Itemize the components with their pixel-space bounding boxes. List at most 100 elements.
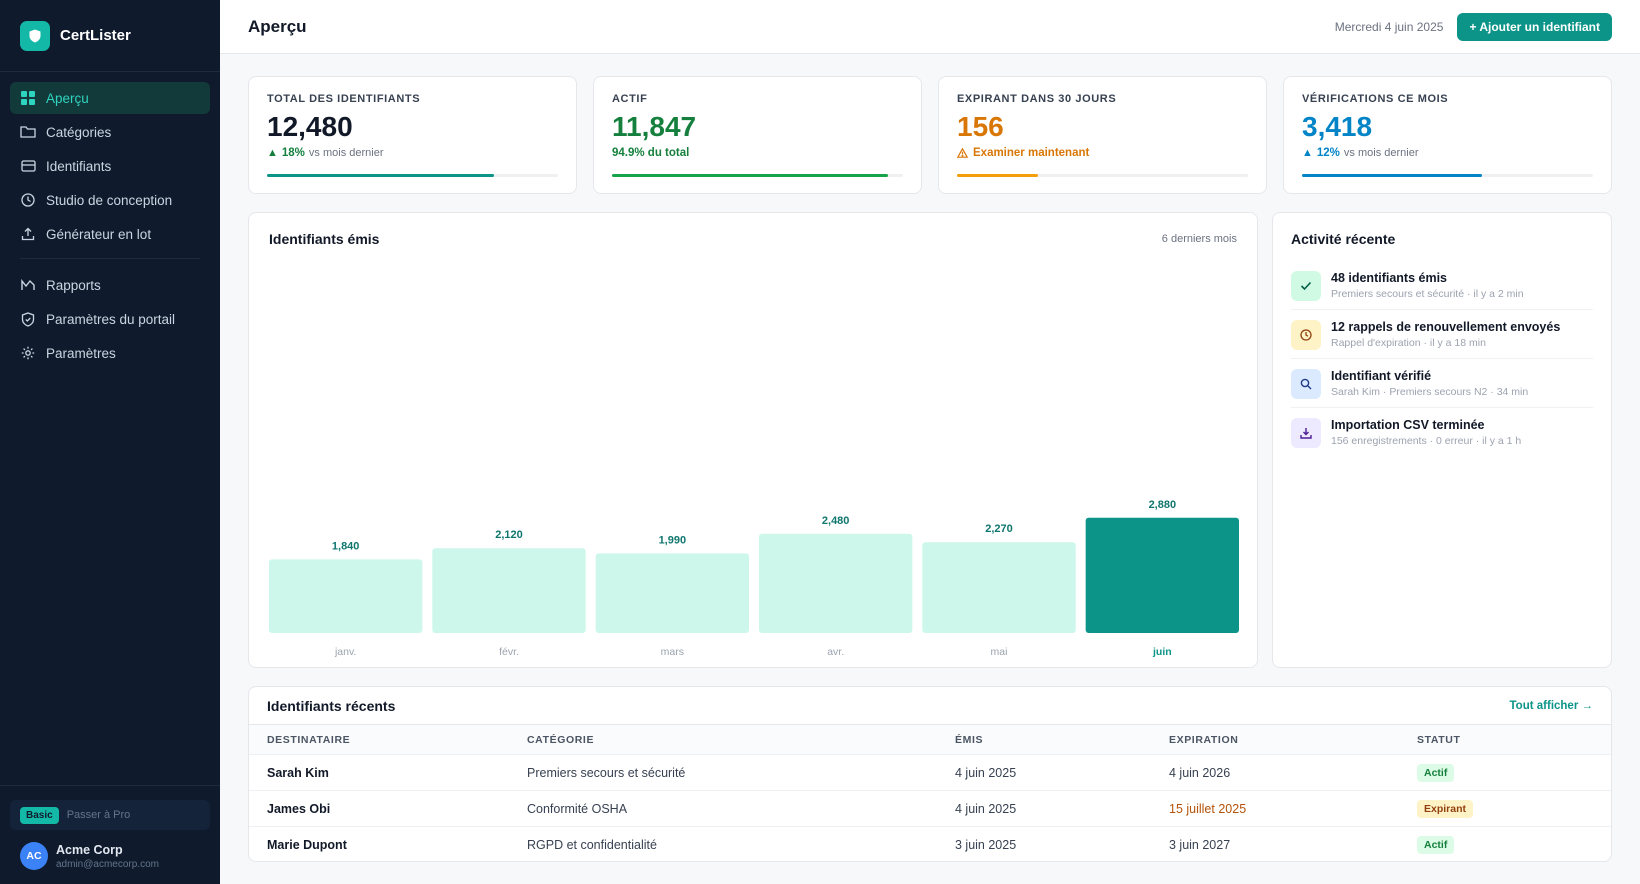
sidebar-item-label: Paramètres du portail <box>46 311 176 327</box>
chart-bar[interactable] <box>432 548 586 633</box>
credential-icon <box>20 158 36 174</box>
plan-upgrade[interactable]: Basic Passer à Pro <box>10 800 210 830</box>
table-row[interactable]: James Obi Conformité OSHA 4 juin 2025 15… <box>249 791 1611 827</box>
bar-value-label: 2,880 <box>1149 499 1177 511</box>
brand[interactable]: CertLister <box>0 0 220 72</box>
stat-label: EXPIRANT DANS 30 JOURS <box>957 93 1117 105</box>
account-email: admin@acmecorp.com <box>56 858 159 870</box>
stat-label: VÉRIFICATIONS CE MOIS <box>1302 93 1449 105</box>
sidebar-item-label: Identifiants <box>46 158 112 174</box>
activity-item-meta: Sarah Kim · Premiers secours N2 · 34 min <box>1331 386 1529 398</box>
recent-activity-card: Activité récente 48 identifiants émis Pr… <box>1272 212 1612 668</box>
table-header-row: DESTINATAIRE CATÉGORIE ÉMIS EXPIRATION S… <box>249 725 1611 755</box>
activity-item[interactable]: 12 rappels de renouvellement envoyés Rap… <box>1291 314 1593 359</box>
design-icon <box>20 192 36 208</box>
issued-chart-card: 1,840 janv. 2,120 févr. 1,990 mars 2,480 avr. 2,… <box>248 212 1258 668</box>
table-row[interactable]: Marie Dupont RGPD et confidentialité 3 j… <box>249 827 1611 861</box>
chart-bar[interactable] <box>1085 517 1239 633</box>
expiry-cell: 4 juin 2026 <box>1169 765 1231 780</box>
stat-progress <box>957 174 1248 177</box>
add-credential-button[interactable]: + Ajouter un identifiant <box>1457 12 1612 41</box>
activity-item-meta: 156 enregistrements · 0 erreur · il y a … <box>1331 435 1522 447</box>
check-icon <box>1291 271 1321 301</box>
chart-period: 6 derniers mois <box>1161 233 1237 245</box>
activity-title: Activité récente <box>1291 231 1396 247</box>
stat-value: 156 <box>957 111 1004 142</box>
delta-value: 18% <box>281 147 305 159</box>
activity-item[interactable]: Identifiant vérifié Sarah Kim · Premiers… <box>1291 363 1593 408</box>
status-badge: Actif <box>1417 836 1455 854</box>
activity-item[interactable]: 48 identifiants émis Premiers secours et… <box>1291 265 1593 310</box>
stat-value: 12,480 <box>267 111 353 142</box>
gear-icon <box>20 345 36 361</box>
sidebar-item-parametres[interactable]: Paramètres <box>10 337 210 369</box>
column-header[interactable]: DESTINATAIRE <box>267 733 351 746</box>
stat-note: 94.9% du total <box>612 147 690 159</box>
recipient-name: Marie Dupont <box>267 838 347 852</box>
folder-icon <box>20 124 36 140</box>
sidebar-item-label: Catégories <box>46 124 112 140</box>
arrow-up-icon: ▲ <box>267 147 278 159</box>
status-badge: Actif <box>1417 763 1455 782</box>
column-header[interactable]: STATUT <box>1417 733 1461 746</box>
expiry-cell: 3 juin 2027 <box>1169 838 1231 852</box>
bar-chart: 1,840 janv. 2,120 févr. 1,990 mars 2,480 avr. 2,… <box>269 499 1239 658</box>
recipient-name: Sarah Kim <box>267 765 329 780</box>
sidebar: CertLister Aperçu Catégories Identifiant… <box>0 0 220 884</box>
chart-bar[interactable] <box>922 542 1076 633</box>
recent-credentials-table: Identifiants récents Tout afficher → DES… <box>248 686 1612 862</box>
x-tick-label: juin <box>1152 646 1172 658</box>
activity-list: 48 identifiants émis Premiers secours et… <box>1291 265 1593 456</box>
x-tick-label: janv. <box>334 646 356 658</box>
column-header[interactable]: EXPIRATION <box>1169 733 1239 746</box>
stat-progress <box>612 174 903 177</box>
account-name: Acme Corp <box>56 842 123 857</box>
sidebar-item-rapports[interactable]: Rapports <box>10 269 210 301</box>
sidebar-item-label: Aperçu <box>46 90 89 106</box>
account-menu[interactable]: AC Acme Corp admin@acmecorp.com <box>10 842 210 870</box>
activity-item[interactable]: Importation CSV terminée 156 enregistrem… <box>1291 412 1593 456</box>
top-header: Aperçu Mercredi 4 juin 2025 + Ajouter un… <box>220 0 1640 54</box>
stat-card-active: ACTIF 11,847 94.9% du total <box>593 76 922 194</box>
x-tick-label: févr. <box>499 646 519 658</box>
sidebar-item-label: Studio de conception <box>46 192 173 208</box>
bar-value-label: 1,840 <box>332 540 360 552</box>
upgrade-link[interactable]: Passer à Pro <box>66 809 131 821</box>
view-all-link[interactable]: Tout afficher → <box>1509 699 1593 712</box>
table-row[interactable]: Sarah Kim Premiers secours et sécurité 4… <box>249 755 1611 791</box>
column-header[interactable]: CATÉGORIE <box>527 733 595 746</box>
bar-value-label: 1,990 <box>659 534 687 546</box>
chart-title: Identifiants émis <box>269 231 380 247</box>
chart-bar[interactable] <box>269 559 423 633</box>
issued-cell: 4 juin 2025 <box>955 765 1017 780</box>
chart-bar[interactable] <box>595 553 749 633</box>
chart-bar[interactable] <box>759 533 913 633</box>
activity-item-title: Identifiant vérifié <box>1331 369 1432 383</box>
column-header[interactable]: ÉMIS <box>955 733 984 746</box>
x-tick-label: mars <box>661 646 684 658</box>
sidebar-item-studio[interactable]: Studio de conception <box>10 184 210 216</box>
activity-item-title: Importation CSV terminée <box>1331 418 1485 432</box>
review-link[interactable]: Examiner maintenant <box>973 147 1090 159</box>
recipient-name: James Obi <box>267 801 331 816</box>
stat-label: TOTAL DES IDENTIFIANTS <box>267 93 421 105</box>
stat-progress <box>267 174 558 177</box>
sidebar-item-categories[interactable]: Catégories <box>10 116 210 148</box>
upload-icon <box>20 226 36 242</box>
activity-item-title: 48 identifiants émis <box>1331 271 1448 285</box>
issued-cell: 4 juin 2025 <box>955 801 1017 816</box>
sidebar-item-identifiants[interactable]: Identifiants <box>10 150 210 182</box>
sidebar-item-apercu[interactable]: Aperçu <box>10 82 210 114</box>
download-icon <box>1291 418 1321 448</box>
activity-item-meta: Rappel d'expiration · il y a 18 min <box>1331 337 1486 349</box>
sidebar-item-label: Rapports <box>46 277 101 293</box>
stat-card-expiring: EXPIRANT DANS 30 JOURS 156 Examiner main… <box>938 76 1267 194</box>
table-title: Identifiants récents <box>267 697 396 714</box>
category-cell: RGPD et confidentialité <box>527 838 657 852</box>
sidebar-item-portail[interactable]: Paramètres du portail <box>10 303 210 335</box>
delta-note: vs mois dernier <box>1343 147 1419 159</box>
activity-item-meta: Premiers secours et sécurité · il y a 2 … <box>1331 288 1524 300</box>
sidebar-item-generateur[interactable]: Générateur en lot <box>10 218 210 250</box>
status-badge: Expirant <box>1417 799 1474 818</box>
delta-note: vs mois dernier <box>308 147 384 159</box>
